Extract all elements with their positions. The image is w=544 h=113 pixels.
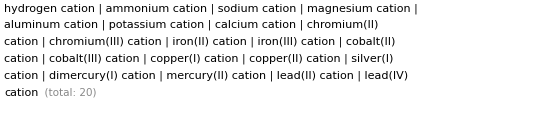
Text: cation: cation	[4, 87, 39, 97]
Text: cation | dimercury(I) cation | mercury(II) cation | lead(II) cation | lead(IV): cation | dimercury(I) cation | mercury(I…	[4, 70, 408, 81]
Text: (total: 20): (total: 20)	[38, 87, 96, 97]
Text: cation | chromium(III) cation | iron(II) cation | iron(III) cation | cobalt(II): cation | chromium(III) cation | iron(II)…	[4, 37, 395, 47]
Text: hydrogen cation | ammonium cation | sodium cation | magnesium cation |: hydrogen cation | ammonium cation | sodi…	[4, 3, 418, 13]
Text: aluminum cation | potassium cation | calcium cation | chromium(II): aluminum cation | potassium cation | cal…	[4, 20, 379, 30]
Text: cation | cobalt(III) cation | copper(I) cation | copper(II) cation | silver(I): cation | cobalt(III) cation | copper(I) …	[4, 54, 393, 64]
